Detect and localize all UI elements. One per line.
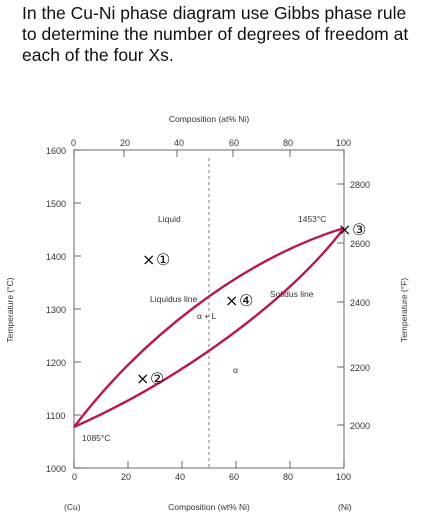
marker-number: ③ bbox=[352, 220, 366, 239]
right-tick-label: 2200 bbox=[350, 363, 370, 373]
cu-melting-point-label: 1085°C bbox=[82, 433, 110, 443]
ni-end-label: (Ni) bbox=[338, 502, 352, 512]
solidus-curve bbox=[73, 227, 345, 429]
liquid-region-label: Liquid bbox=[158, 214, 181, 224]
right-tick-label: 2400 bbox=[350, 298, 370, 308]
x-mark-icon: × bbox=[338, 220, 351, 239]
top-tick-label: 60 bbox=[229, 138, 239, 148]
left-tick-label: 1400 bbox=[46, 252, 66, 262]
cu-end-label: (Cu) bbox=[64, 502, 81, 512]
bottom-axis-label: Composition (wt% Ni) bbox=[168, 502, 250, 512]
question-text: In the Cu-Ni phase diagram use Gibbs pha… bbox=[22, 3, 409, 65]
x-mark-icon: × bbox=[136, 369, 149, 388]
marker-3: × ③ bbox=[338, 220, 366, 239]
bottom-tick-marks bbox=[73, 461, 345, 468]
marker-number: ④ bbox=[239, 291, 253, 310]
bottom-tick-label: 80 bbox=[283, 472, 293, 482]
left-axis-label: Temperature (°C) bbox=[5, 277, 15, 342]
top-tick-label: 20 bbox=[120, 138, 130, 148]
marker-2: × ② bbox=[136, 369, 164, 388]
right-tick-marks bbox=[337, 183, 344, 426]
top-tick-label: 100 bbox=[336, 138, 351, 148]
left-tick-label: 1500 bbox=[46, 199, 66, 209]
right-tick-label: 2000 bbox=[350, 421, 370, 431]
marker-1: × ① bbox=[142, 250, 170, 269]
bottom-tick-label: 0 bbox=[72, 472, 77, 482]
x-mark-icon: × bbox=[142, 250, 155, 269]
bottom-tick-label: 20 bbox=[121, 472, 131, 482]
right-tick-label: 2600 bbox=[350, 239, 370, 249]
top-tick-label: 40 bbox=[174, 138, 184, 148]
bottom-tick-label: 100 bbox=[336, 472, 351, 482]
right-tick-label: 2800 bbox=[350, 180, 370, 190]
bottom-tick-label: 60 bbox=[229, 472, 239, 482]
left-tick-marks bbox=[74, 149, 81, 469]
marker-4: × ④ bbox=[225, 291, 253, 310]
right-axis-label: Temperature (°F) bbox=[399, 278, 409, 343]
top-tick-label: 80 bbox=[283, 138, 293, 148]
left-tick-label: 1100 bbox=[46, 411, 65, 421]
marker-number: ② bbox=[150, 369, 164, 388]
alpha-region-label: α bbox=[233, 365, 238, 375]
liquidus-curve bbox=[73, 226, 345, 428]
top-tick-label: 0 bbox=[71, 138, 76, 148]
solidus-line-label: Solidus line bbox=[270, 289, 314, 299]
top-tick-marks bbox=[73, 150, 345, 157]
ni-melting-point-label: 1453°C bbox=[298, 214, 326, 224]
left-tick-label: 1300 bbox=[46, 305, 66, 315]
top-axis-label: Composition (at% Ni) bbox=[169, 114, 249, 124]
x-mark-icon: × bbox=[225, 291, 238, 310]
liquidus-line-label: Liquidus line bbox=[150, 294, 198, 304]
left-tick-label: 1200 bbox=[46, 358, 66, 368]
left-tick-label: 1600 bbox=[46, 146, 66, 156]
marker-number: ① bbox=[156, 250, 170, 269]
bottom-tick-label: 40 bbox=[175, 472, 185, 482]
left-tick-label: 1000 bbox=[46, 464, 66, 474]
two-phase-region-label: α + L bbox=[197, 311, 217, 321]
